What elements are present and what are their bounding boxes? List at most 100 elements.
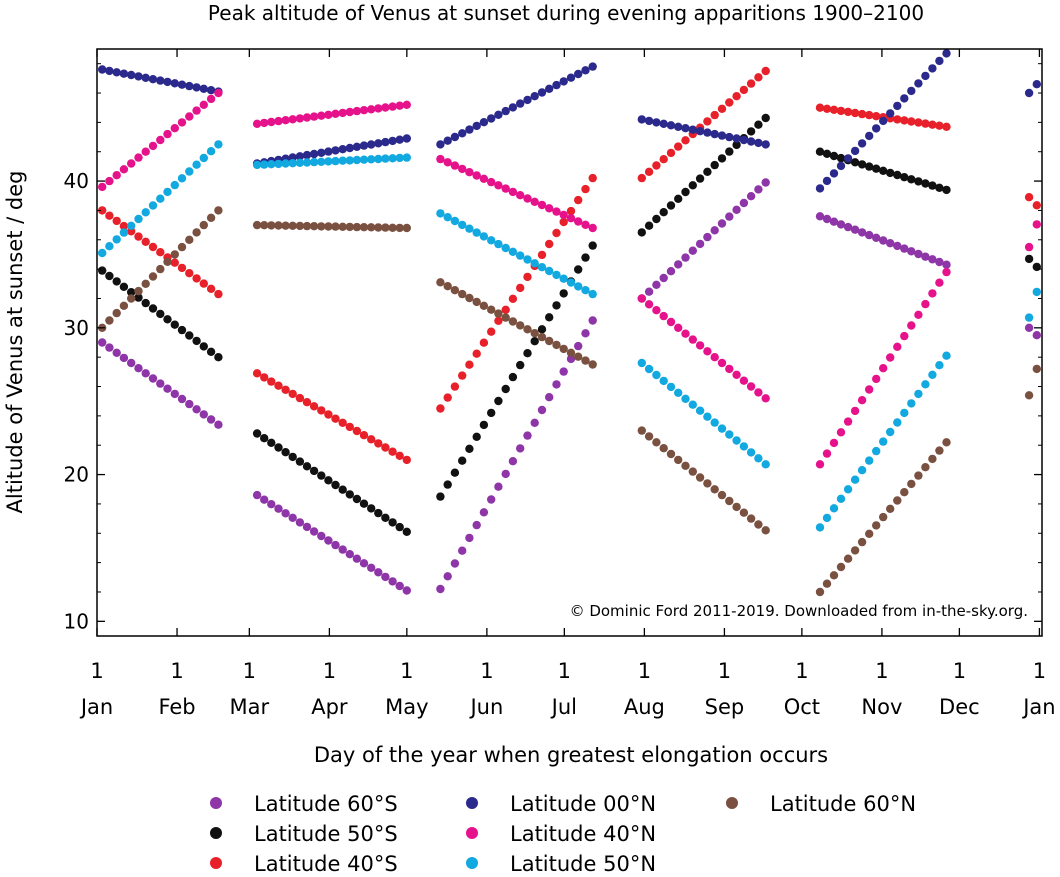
data-point xyxy=(829,504,839,513)
data-point xyxy=(588,289,597,299)
data-point xyxy=(274,504,283,513)
data-point xyxy=(886,168,895,178)
data-point xyxy=(309,157,319,167)
data-point xyxy=(659,444,668,453)
legend-label: Latitude 00°N xyxy=(510,792,656,816)
data-point xyxy=(746,448,756,457)
data-point xyxy=(479,508,489,517)
data-point xyxy=(112,235,121,244)
data-point xyxy=(331,480,340,490)
data-point xyxy=(688,335,697,344)
x-tick-label: Mar xyxy=(230,695,270,719)
data-point xyxy=(865,131,874,141)
data-point xyxy=(921,119,930,128)
data-point xyxy=(402,134,411,143)
data-point xyxy=(177,118,187,127)
data-point xyxy=(552,380,561,389)
data-point xyxy=(214,140,223,149)
data-point xyxy=(252,369,262,378)
data-point xyxy=(395,135,404,144)
data-point xyxy=(732,436,741,445)
data-point xyxy=(886,109,895,118)
data-point xyxy=(865,230,874,240)
data-point xyxy=(281,116,290,125)
data-point xyxy=(367,140,376,149)
data-point xyxy=(900,408,909,418)
data-point xyxy=(402,223,411,233)
data-point xyxy=(501,313,510,322)
data-point xyxy=(942,351,951,360)
legend-marker xyxy=(726,797,738,809)
data-point xyxy=(105,66,114,76)
data-point xyxy=(345,143,354,153)
data-point xyxy=(494,181,503,190)
data-point xyxy=(732,502,741,512)
data-point xyxy=(754,454,763,463)
data-point xyxy=(523,325,532,334)
data-point xyxy=(345,107,354,117)
data-point xyxy=(119,301,129,310)
data-point xyxy=(942,267,951,277)
data-point xyxy=(331,146,340,155)
data-point xyxy=(267,438,276,447)
data-point xyxy=(352,155,362,165)
data-point xyxy=(537,325,547,334)
data-point xyxy=(288,452,297,462)
data-point xyxy=(395,581,404,591)
legend-label: Latitude 50°N xyxy=(510,852,656,876)
data-point xyxy=(928,64,937,73)
x-tick-number: 1 xyxy=(170,659,183,683)
data-point xyxy=(148,272,158,281)
data-point xyxy=(324,410,333,419)
data-point xyxy=(443,480,452,489)
data-point xyxy=(921,299,930,309)
data-point xyxy=(761,394,770,403)
data-point xyxy=(659,208,668,217)
data-point xyxy=(523,272,532,282)
data-point xyxy=(836,494,846,503)
data-point xyxy=(739,442,749,451)
data-point xyxy=(717,104,727,114)
data-point xyxy=(681,187,690,197)
data-point xyxy=(836,153,846,163)
data-point xyxy=(141,279,150,288)
data-point xyxy=(170,320,179,329)
data-point xyxy=(566,73,576,82)
data-point xyxy=(494,396,503,406)
data-point xyxy=(281,448,290,457)
data-point xyxy=(739,508,749,517)
data-point xyxy=(402,153,411,162)
data-point xyxy=(141,208,150,217)
data-point xyxy=(566,348,576,357)
data-point xyxy=(494,316,503,325)
data-point xyxy=(843,417,853,426)
data-point xyxy=(530,92,539,101)
data-point xyxy=(681,329,690,338)
data-point xyxy=(732,92,741,101)
data-point xyxy=(156,379,165,388)
data-point xyxy=(443,213,452,222)
data-point xyxy=(581,66,590,75)
data-point xyxy=(501,184,510,193)
data-point xyxy=(163,187,172,197)
data-point xyxy=(710,110,719,120)
data-point xyxy=(588,62,597,71)
data-point xyxy=(436,492,445,501)
data-point xyxy=(1024,254,1034,264)
data-point xyxy=(581,329,590,338)
data-point xyxy=(907,117,916,126)
data-point xyxy=(359,106,369,115)
data-point xyxy=(450,468,460,477)
data-point xyxy=(472,520,481,530)
data-point xyxy=(659,376,668,386)
data-point xyxy=(436,140,445,149)
data-point xyxy=(472,228,481,237)
data-point xyxy=(836,562,846,572)
data-point xyxy=(843,554,853,563)
data-point xyxy=(644,300,654,309)
data-point xyxy=(359,559,369,568)
data-point xyxy=(921,179,930,188)
data-point xyxy=(928,370,937,379)
data-point xyxy=(928,289,937,298)
data-point xyxy=(395,101,404,110)
